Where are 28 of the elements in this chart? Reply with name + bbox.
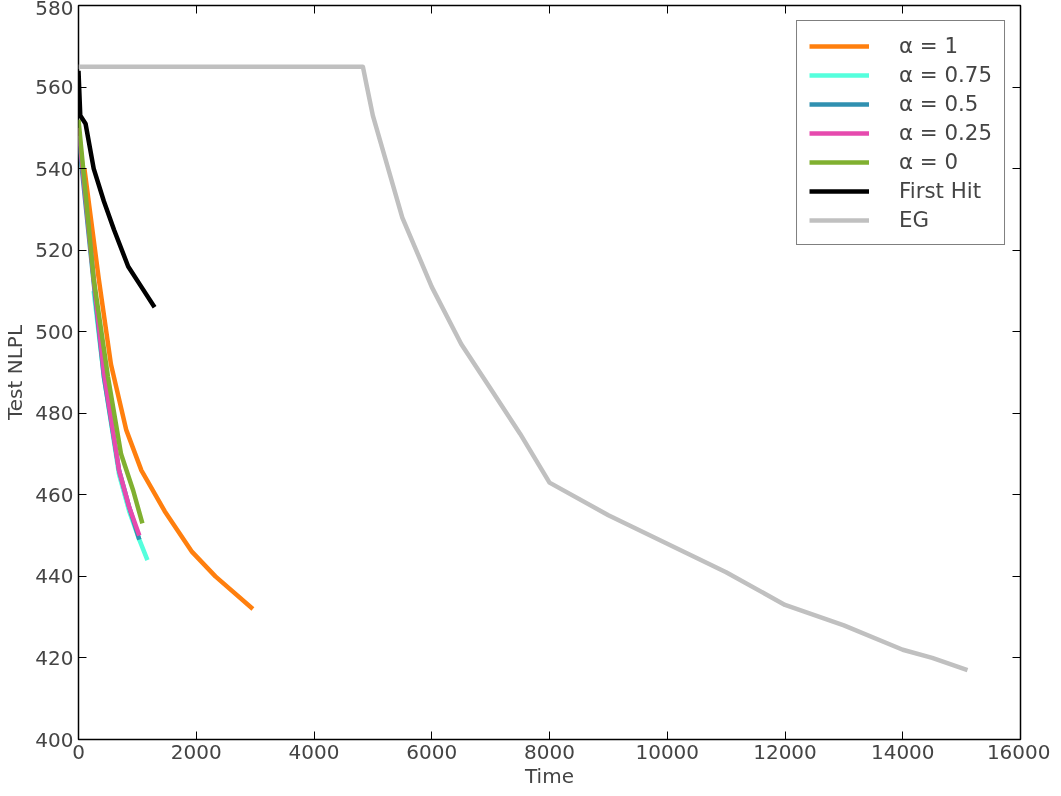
y-tick-label: 500 xyxy=(35,319,74,344)
x-tick-label: 16000 xyxy=(986,739,1051,764)
x-axis-title: Time xyxy=(524,763,574,788)
legend-label: α = 1 xyxy=(899,33,959,58)
x-tick-label: 8000 xyxy=(524,739,575,764)
y-tick-label: 440 xyxy=(35,564,74,589)
x-tick-label: 6000 xyxy=(406,739,458,764)
y-tick-label: 400 xyxy=(35,727,74,752)
legend-label: α = 0.75 xyxy=(899,62,992,87)
x-tick-label: 4000 xyxy=(288,739,340,764)
x-tick-label: 12000 xyxy=(753,739,817,764)
y-tick-label: 480 xyxy=(35,401,74,426)
y-tick-label: 540 xyxy=(35,156,74,181)
y-tick-label: 520 xyxy=(35,238,74,263)
legend-label: First Hit xyxy=(899,178,982,203)
legend-label: α = 0.5 xyxy=(899,91,979,116)
legend-label: α = 0.25 xyxy=(899,120,992,145)
y-tick-label: 560 xyxy=(35,75,74,100)
legend-label: α = 0 xyxy=(899,149,959,174)
x-tick-label: 0 xyxy=(72,739,85,764)
y-tick-label: 420 xyxy=(35,645,74,670)
legend-label: EG xyxy=(899,207,930,232)
y-axis-title: Test NLPL xyxy=(3,324,28,422)
x-tick-label: 14000 xyxy=(870,739,935,764)
x-tick-label: 10000 xyxy=(635,739,700,764)
y-tick-label: 580 xyxy=(35,0,74,20)
x-tick-label: 2000 xyxy=(170,739,222,764)
y-tick-label: 460 xyxy=(35,482,74,507)
